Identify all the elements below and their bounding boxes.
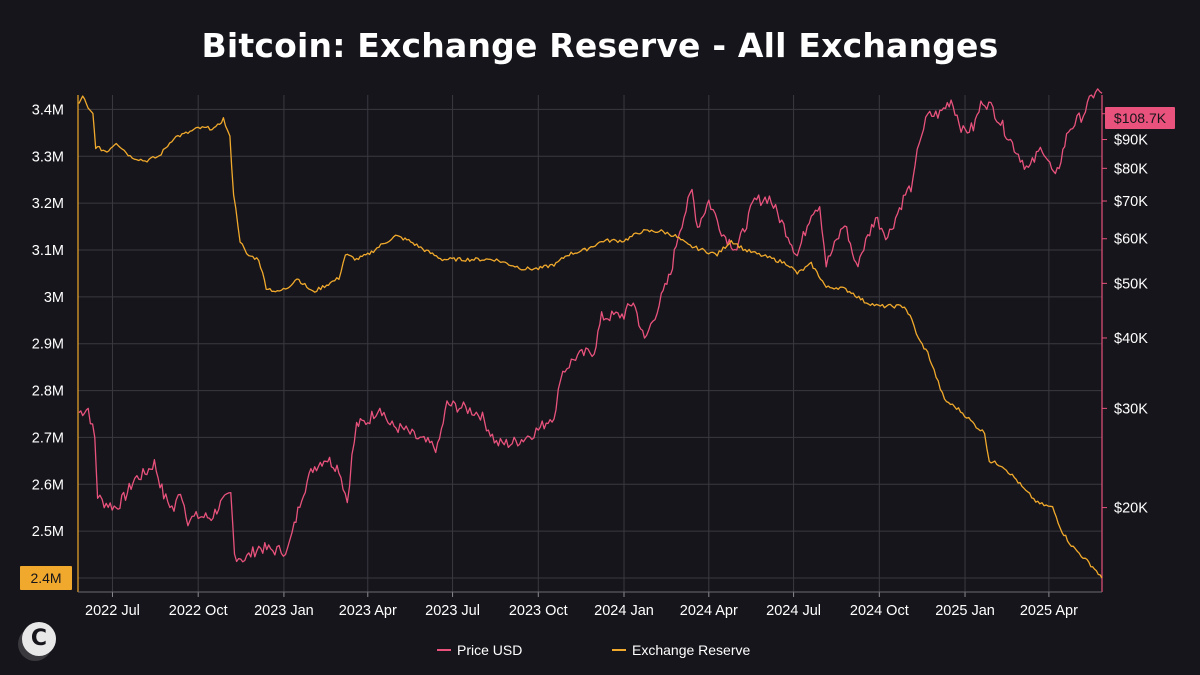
- x-axis-tick-label: 2022 Jul: [85, 603, 140, 619]
- left-axis-tick-label: 3M: [44, 290, 64, 306]
- x-axis-tick-label: 2023 Oct: [509, 603, 568, 619]
- right-axis-tick-label: $20K: [1114, 501, 1148, 517]
- left-axis-tick-label: 3.1M: [32, 243, 64, 259]
- left-current-value-label: 2.4M: [30, 570, 61, 586]
- right-current-value-label: $108.7K: [1114, 110, 1167, 126]
- legend-item-price-usd[interactable]: Price USD: [437, 642, 522, 658]
- left-axis-tick-label: 3.3M: [32, 149, 64, 165]
- right-axis-tick-label: $70K: [1114, 194, 1148, 210]
- left-axis-tick-label: 2.7M: [32, 430, 64, 446]
- x-axis-tick-label: 2024 Oct: [850, 603, 909, 619]
- exchange-reserve-line: [78, 95, 1103, 579]
- left-current-value-badge: 2.4M: [20, 566, 72, 590]
- left-axis-tick-label: 2.9M: [32, 337, 64, 353]
- x-axis-tick-label: 2022 Oct: [169, 603, 228, 619]
- legend-label: Exchange Reserve: [632, 642, 751, 658]
- left-axis-tick-label: 2.8M: [32, 384, 64, 400]
- chart-title: Bitcoin: Exchange Reserve - All Exchange…: [201, 26, 999, 65]
- x-axis-tick-label: 2025 Jan: [935, 603, 995, 619]
- right-axis-tick-label: $90K: [1114, 133, 1148, 149]
- price-usd-line: [78, 88, 1103, 563]
- left-axis-tick-label: 2.6M: [32, 477, 64, 493]
- series-lines: [78, 88, 1103, 579]
- left-axis-tick-label: 2.5M: [32, 524, 64, 540]
- x-axis-tick-label: 2023 Apr: [339, 603, 397, 619]
- legend-item-exchange-reserve[interactable]: Exchange Reserve: [612, 642, 751, 658]
- x-axis-tick-label: 2024 Apr: [680, 603, 738, 619]
- legend: Price USD Exchange Reserve: [437, 642, 751, 658]
- legend-label: Price USD: [457, 642, 522, 658]
- x-axis-tick-label: 2024 Jan: [594, 603, 654, 619]
- right-axis-tick-label: $30K: [1114, 401, 1148, 417]
- right-axis-tick-label: $60K: [1114, 232, 1148, 248]
- right-current-value-badge: $108.7K: [1105, 107, 1175, 129]
- left-axis-tick-label: 3.4M: [32, 102, 64, 118]
- x-axis-tick-label: 2023 Jul: [425, 603, 480, 619]
- right-axis-tick-label: $50K: [1114, 276, 1148, 292]
- axes: [77, 95, 1107, 597]
- right-axis-tick-label: $40K: [1114, 331, 1148, 347]
- x-axis-tick-label: 2025 Apr: [1020, 603, 1078, 619]
- cryptoquant-logo-icon: C: [22, 622, 56, 656]
- grid-lines: [78, 95, 1102, 592]
- x-axis-tick-label: 2024 Jul: [766, 603, 821, 619]
- right-axis-tick-label: $80K: [1114, 161, 1148, 177]
- x-axis-tick-label: 2023 Jan: [254, 603, 314, 619]
- tick-labels: 3.4M 3.3M 3.2M 3.1M 3M 2.9M 2.8M 2.7M 2.6M 2.5M 20…: [20, 102, 1175, 619]
- left-axis-tick-label: 3.2M: [32, 196, 64, 212]
